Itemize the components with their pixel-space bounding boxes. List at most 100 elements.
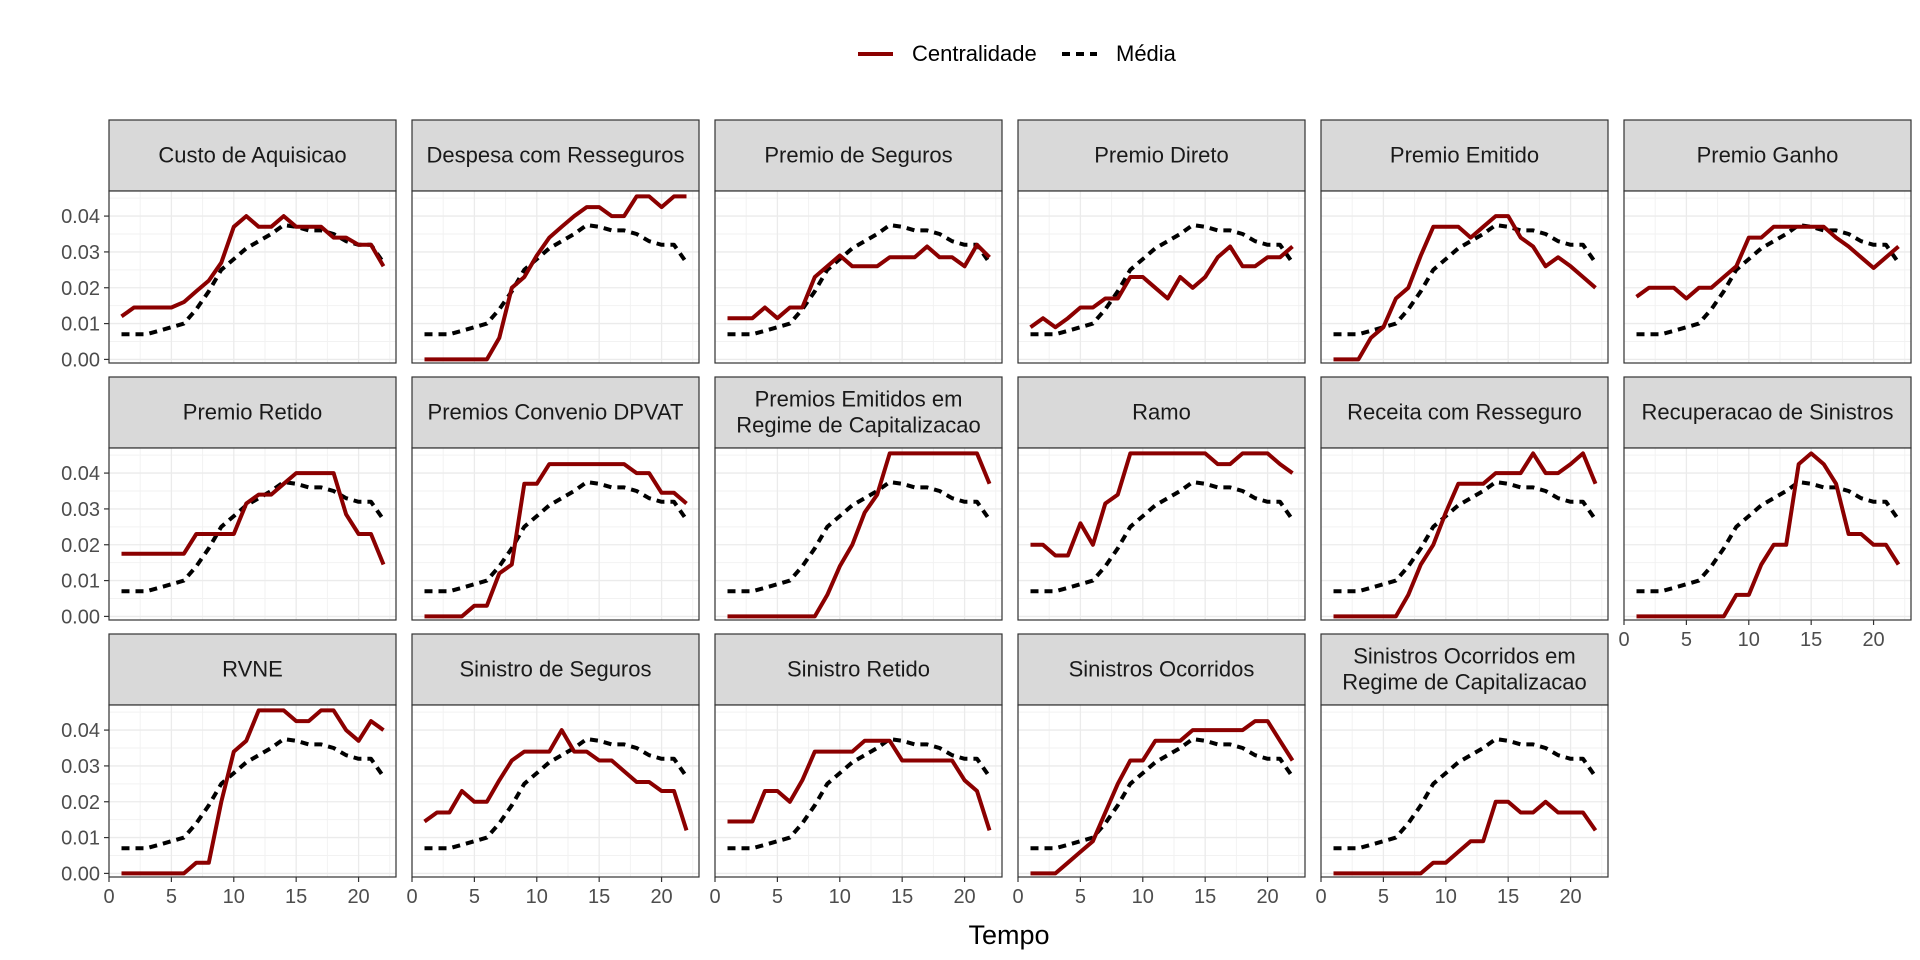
series-line-media [727, 223, 992, 337]
x-tick-label: 15 [1194, 886, 1216, 908]
x-tick-label: 20 [650, 886, 672, 908]
facet-strip [714, 376, 1003, 449]
series-line-media [1333, 737, 1598, 851]
y-tick-label: 0.00 [61, 606, 100, 628]
series-line-centralidade [1333, 214, 1597, 362]
facet-strip [714, 119, 1003, 192]
facet-panel: RVNE [108, 633, 397, 878]
plot-background [1018, 191, 1305, 363]
x-tick-label: 15 [891, 886, 913, 908]
series-line-media [1030, 480, 1295, 594]
facet-title: Premio Emitido [1390, 143, 1539, 168]
series-line-media [424, 737, 689, 851]
facet-title: Sinistros Ocorridos [1069, 657, 1255, 682]
facet-panel: Premio Emitido [1320, 119, 1609, 364]
series-line-centralidade [120, 214, 386, 319]
x-tick-label: 0 [1315, 886, 1326, 908]
facet-title: RVNE [222, 657, 283, 682]
series-line-centralidade [1030, 719, 1295, 876]
series-line-centralidade [1635, 224, 1900, 301]
facet-title: Premio Retido [183, 400, 322, 425]
panel-border [411, 447, 700, 621]
x-tick-label: 5 [1075, 886, 1086, 908]
plot-background [1018, 448, 1305, 620]
facet-panel: Recuperacao de Sinistros [1623, 376, 1912, 621]
plot-background [109, 448, 396, 620]
x-tick-label: 10 [526, 886, 548, 908]
facet-strip [411, 633, 700, 706]
facet-panel: Sinistro Retido [714, 633, 1003, 878]
x-tick-label: 20 [1559, 886, 1581, 908]
panel-border [1320, 190, 1609, 364]
series-line-centralidade [121, 471, 386, 566]
plot-background [412, 705, 699, 877]
panel-border [108, 447, 397, 621]
series-line-media [1333, 480, 1598, 594]
facet-title: Premio de Seguros [764, 143, 952, 168]
panel-border [1623, 190, 1912, 364]
x-tick-label: 10 [1132, 886, 1154, 908]
facet-strip [714, 633, 1003, 706]
series-line-centralidade [1333, 799, 1598, 876]
facet-panel: Sinistro de Seguros [411, 633, 700, 878]
plot-background [1321, 191, 1608, 363]
series-line-media [1333, 223, 1598, 337]
series-line-centralidade [1333, 451, 1598, 619]
facet-title: Premios Emitidos em [755, 387, 963, 412]
panel-border [411, 704, 700, 878]
x-tick-label: 15 [1800, 629, 1822, 651]
panel-border [108, 190, 397, 364]
panel-border [714, 447, 1003, 621]
series-line-media [1030, 737, 1295, 851]
facet-panel: Premio de Seguros [714, 119, 1003, 364]
y-tick-label: 0.02 [61, 792, 100, 814]
x-tick-label: 10 [1738, 629, 1760, 651]
y-tick-label: 0.03 [61, 242, 100, 264]
y-tick-label: 0.03 [61, 756, 100, 778]
facet-strip [1623, 376, 1912, 449]
facet-title: Regime de Capitalizacao [1342, 670, 1587, 695]
x-tick-label: 20 [1256, 886, 1278, 908]
x-tick-label: 0 [1012, 886, 1023, 908]
x-axis-title: Tempo [968, 920, 1049, 950]
x-tick-label: 15 [588, 886, 610, 908]
plot-background [412, 448, 699, 620]
facet-title: Regime de Capitalizacao [736, 413, 981, 438]
facet-strip [1320, 376, 1609, 449]
panel-border [1623, 447, 1912, 621]
facet-panel: Ramo [1017, 376, 1306, 621]
y-tick-label: 0.01 [61, 314, 100, 336]
x-tick-label: 0 [709, 886, 720, 908]
facet-strip [1320, 633, 1609, 706]
y-tick-label: 0.02 [61, 535, 100, 557]
x-tick-label: 5 [1681, 629, 1692, 651]
x-tick-label: 10 [1435, 886, 1457, 908]
series-line-centralidade [727, 242, 991, 321]
x-tick-label: 10 [829, 886, 851, 908]
facet-title: Ramo [1132, 400, 1191, 425]
facet-panel: Custo de Aquisicao [108, 119, 397, 364]
plot-background [412, 191, 699, 363]
facet-title: Despesa com Resseguros [426, 143, 684, 168]
series-line-media [727, 737, 992, 851]
x-tick-label: 20 [347, 886, 369, 908]
panel-border [1320, 447, 1609, 621]
plot-background [1624, 448, 1911, 620]
plot-background [1321, 705, 1608, 877]
facet-title: Sinistro de Seguros [460, 657, 652, 682]
y-tick-label: 0.01 [61, 828, 100, 850]
y-tick-label: 0.00 [61, 863, 100, 885]
panel-border [411, 190, 700, 364]
series-line-centralidade [121, 708, 385, 876]
series-line-media [1030, 223, 1295, 337]
y-tick-label: 0.01 [61, 571, 100, 593]
facet-strip [1623, 119, 1912, 192]
facet-panel: Premio Direto [1017, 119, 1306, 364]
facet-panel: Premio Ganho [1623, 119, 1912, 364]
x-tick-label: 5 [772, 886, 783, 908]
series-line-media [121, 223, 386, 337]
x-tick-label: 5 [166, 886, 177, 908]
x-tick-label: 0 [406, 886, 417, 908]
plot-background [715, 191, 1002, 363]
y-tick-label: 0.04 [61, 206, 100, 228]
